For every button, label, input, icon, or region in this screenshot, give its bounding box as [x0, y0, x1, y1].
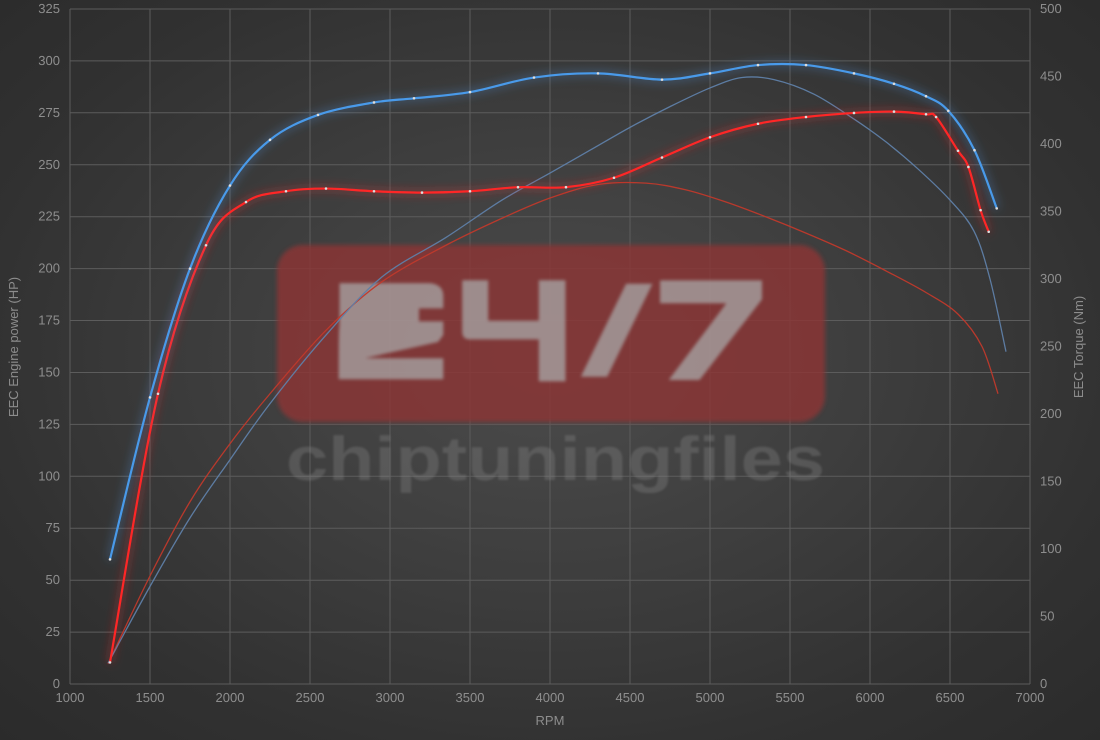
svg-text:2000: 2000 [216, 690, 245, 705]
svg-text:325: 325 [38, 1, 60, 16]
svg-text:1500: 1500 [136, 690, 165, 705]
svg-text:EEC Engine power (HP): EEC Engine power (HP) [6, 277, 21, 417]
svg-text:150: 150 [38, 365, 60, 380]
svg-text:100: 100 [1040, 541, 1062, 556]
svg-text:225: 225 [38, 209, 60, 224]
svg-text:3000: 3000 [376, 690, 405, 705]
svg-text:7000: 7000 [1016, 690, 1045, 705]
svg-text:5500: 5500 [776, 690, 805, 705]
svg-text:0: 0 [1040, 676, 1047, 691]
svg-text:175: 175 [38, 313, 60, 328]
svg-text:1000: 1000 [56, 690, 85, 705]
svg-text:500: 500 [1040, 1, 1062, 16]
svg-text:300: 300 [1040, 271, 1062, 286]
svg-text:6500: 6500 [936, 690, 965, 705]
svg-text:EEC Torque (Nm): EEC Torque (Nm) [1071, 296, 1086, 398]
svg-text:5000: 5000 [696, 690, 725, 705]
svg-text:75: 75 [46, 520, 60, 535]
svg-text:200: 200 [1040, 406, 1062, 421]
svg-text:50: 50 [1040, 609, 1054, 624]
svg-text:50: 50 [46, 572, 60, 587]
svg-text:400: 400 [1040, 136, 1062, 151]
svg-text:4500: 4500 [616, 690, 645, 705]
svg-text:150: 150 [1040, 474, 1062, 489]
svg-text:4000: 4000 [536, 690, 565, 705]
svg-text:RPM: RPM [536, 713, 565, 728]
svg-text:125: 125 [38, 416, 60, 431]
svg-text:25: 25 [46, 624, 60, 639]
svg-text:0: 0 [53, 676, 60, 691]
svg-text:300: 300 [38, 53, 60, 68]
svg-text:450: 450 [1040, 69, 1062, 84]
svg-text:6000: 6000 [856, 690, 885, 705]
svg-text:250: 250 [38, 157, 60, 172]
svg-text:350: 350 [1040, 204, 1062, 219]
svg-text:2500: 2500 [296, 690, 325, 705]
svg-text:275: 275 [38, 105, 60, 120]
svg-text:250: 250 [1040, 339, 1062, 354]
svg-text:3500: 3500 [456, 690, 485, 705]
svg-text:200: 200 [38, 261, 60, 276]
svg-text:chiptuningfiles: chiptuningfiles [286, 425, 825, 494]
svg-text:100: 100 [38, 468, 60, 483]
